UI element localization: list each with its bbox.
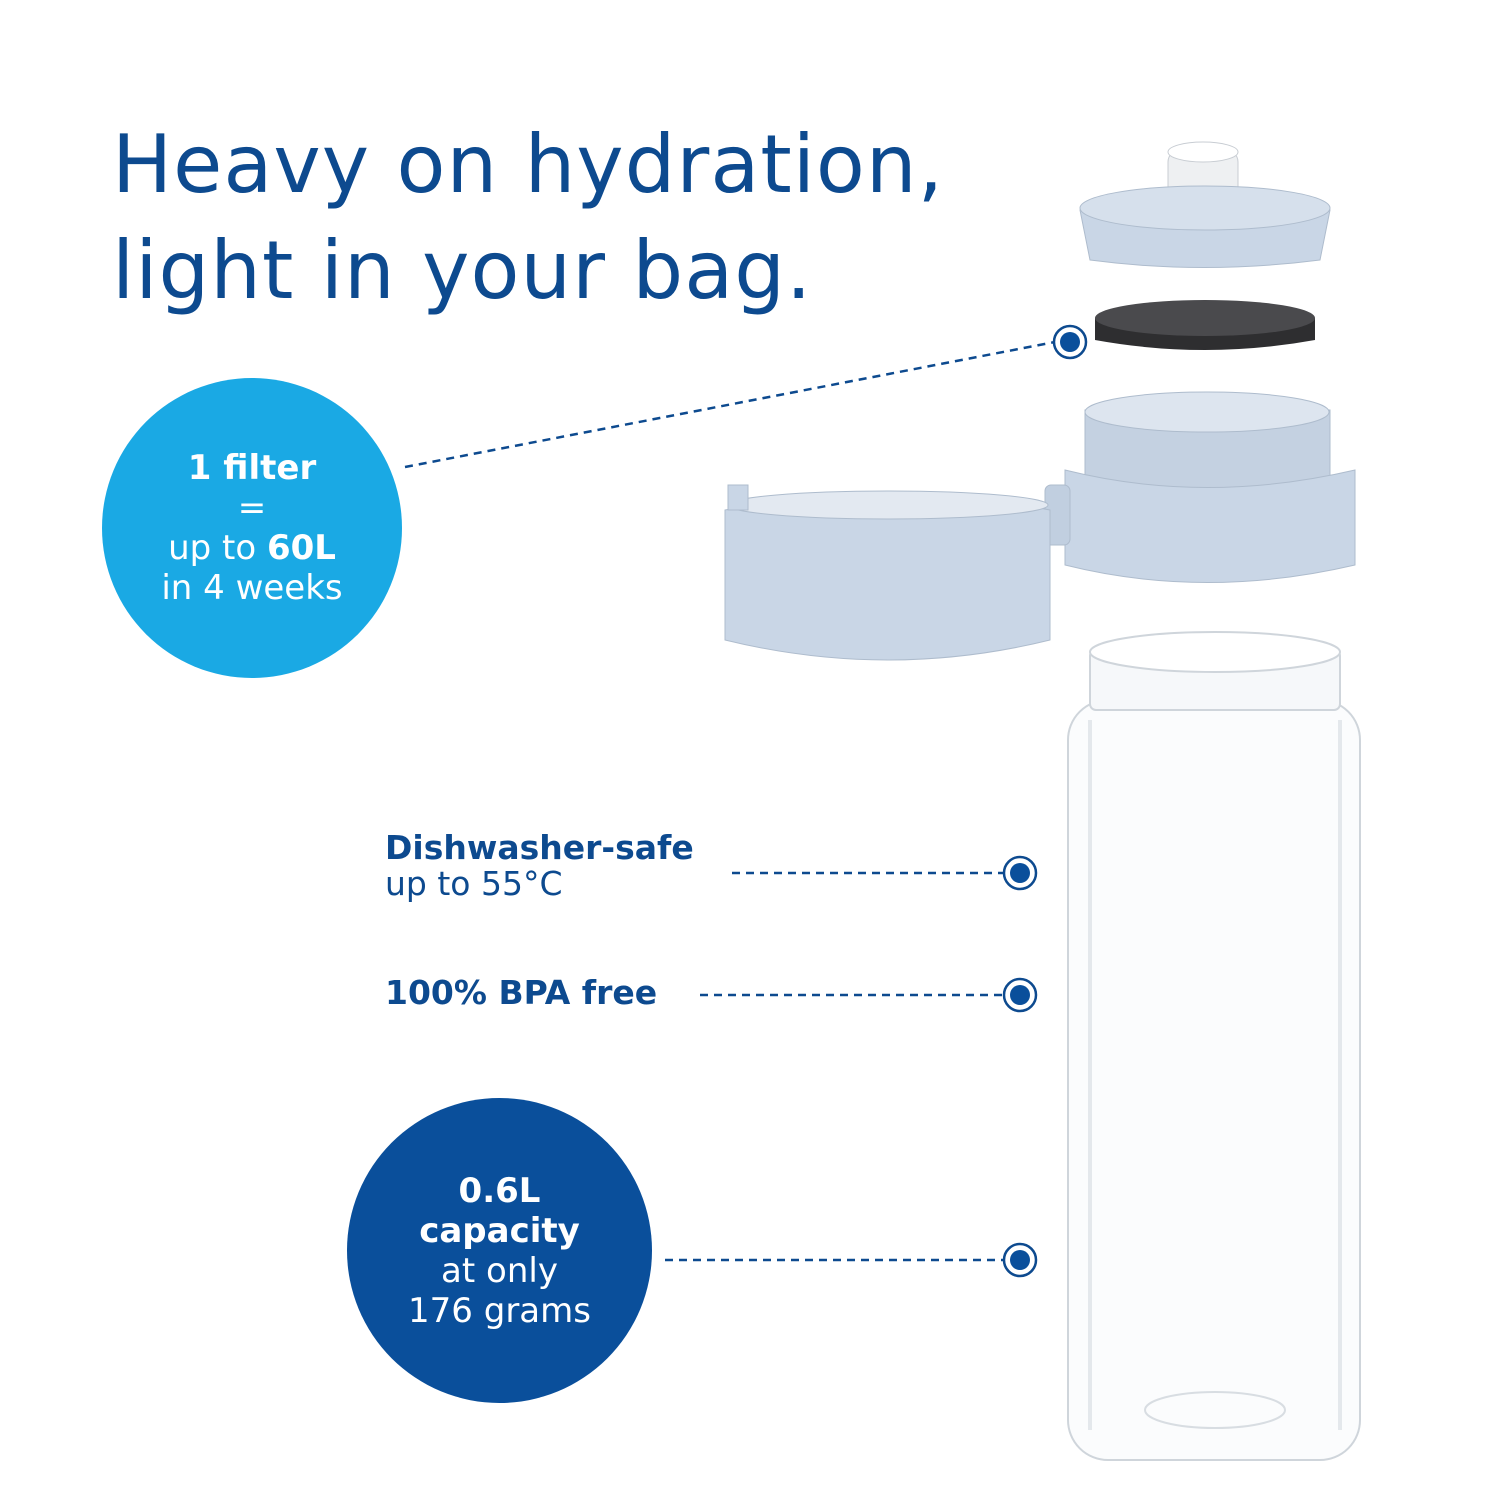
callout-line-filter — [404, 340, 1056, 469]
filter-badge-equals: = — [237, 488, 267, 528]
filter-housing — [1044, 391, 1356, 583]
callout-dot-filter — [1052, 324, 1088, 360]
weight-prefix: at only — [441, 1250, 558, 1291]
headline-line-1: Heavy on hydration, — [112, 118, 945, 211]
headline-line-2: light in your bag. — [112, 224, 813, 317]
callout-dot-dishwasher — [1002, 855, 1038, 891]
bottle-body — [1067, 631, 1361, 1461]
capacity-label: capacity — [419, 1210, 580, 1251]
feature-bpa: 100% BPA free — [385, 973, 658, 1012]
callout-dot-bpa — [1002, 977, 1038, 1013]
feature-dishwasher-title: Dishwasher-safe — [385, 828, 694, 867]
weight-value: 176 grams — [408, 1290, 591, 1331]
callout-dot-capacity — [1002, 1242, 1038, 1278]
filter-badge-duration: in 4 weeks — [161, 568, 343, 608]
feature-dishwasher: Dishwasher-safe up to 55°C — [385, 830, 694, 902]
flip-lid — [724, 484, 1051, 661]
feature-dishwasher-detail: up to 55°C — [385, 864, 563, 903]
filter-badge-title: 1 filter — [187, 448, 317, 488]
mouthpiece-cap — [1079, 141, 1331, 268]
filter-disc — [1095, 300, 1315, 350]
filter-badge: 1 filter = up to 60L in 4 weeks — [102, 378, 402, 678]
filter-badge-volume: up to 60L — [168, 528, 336, 568]
capacity-badge: 0.6L capacity at only 176 grams — [347, 1098, 652, 1403]
capacity-value: 0.6L — [458, 1170, 541, 1211]
headline: Heavy on hydration, light in your bag. — [112, 112, 944, 324]
